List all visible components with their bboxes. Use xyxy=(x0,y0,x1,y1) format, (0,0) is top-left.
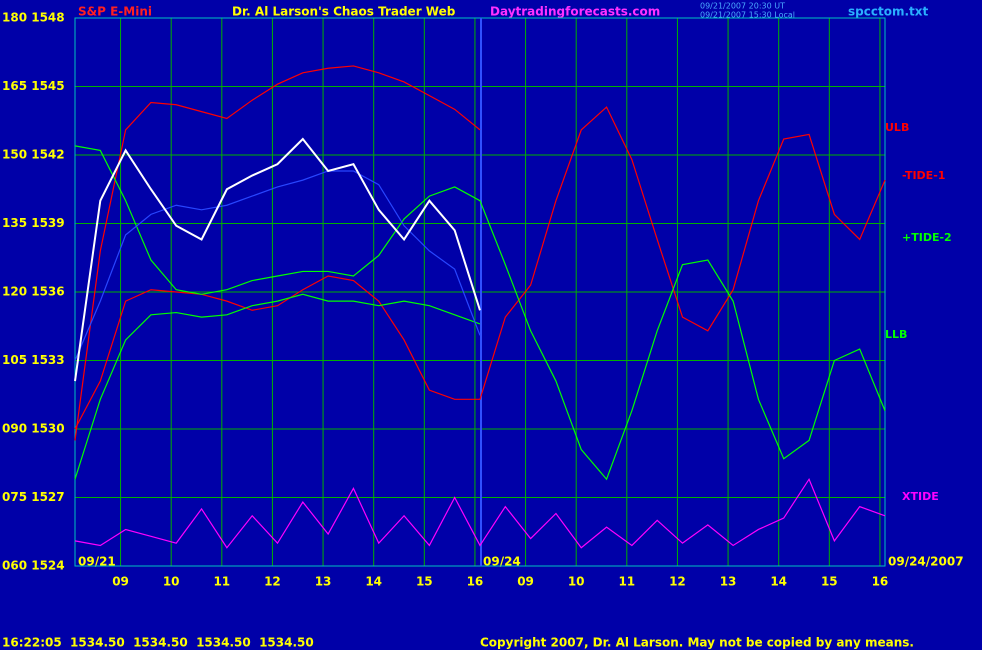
y-tick-label: 165 1545 xyxy=(2,79,65,93)
y-tick-label: 090 1530 xyxy=(2,422,65,436)
series-line xyxy=(74,170,481,361)
x-tick-label: 09 xyxy=(517,575,534,589)
x-tick-label: 10 xyxy=(568,575,585,589)
file-name: spcctom.txt xyxy=(848,5,928,19)
y-tick-label: 120 1536 xyxy=(2,285,65,299)
series-line xyxy=(74,65,481,441)
y-tick-label: 105 1533 xyxy=(2,353,65,367)
legend-label: +TIDE-2 xyxy=(902,231,952,244)
x-tick-label: 09 xyxy=(112,575,129,589)
x-tick-label: 10 xyxy=(163,575,180,589)
chart-subtitle: S&P E-Mini xyxy=(78,5,152,19)
x-tick-label: 16 xyxy=(872,575,889,589)
date-label: 09/24 xyxy=(483,555,521,569)
status: 16:22:05 1534.50 1534.50 1534.50 1534.50 xyxy=(2,636,314,650)
date-label: 09/24/2007 xyxy=(888,555,964,569)
legend-label: LLB xyxy=(885,328,907,341)
legend-label: -TIDE-1 xyxy=(902,169,945,182)
y-tick-label: 180 1548 xyxy=(2,11,65,25)
x-tick-label: 15 xyxy=(416,575,433,589)
x-tick-label: 13 xyxy=(720,575,737,589)
legend-label: XTIDE xyxy=(902,490,939,503)
x-tick-label: 15 xyxy=(821,575,838,589)
timestamp: 09/21/2007 20:30 UT xyxy=(700,2,785,11)
series-line xyxy=(74,477,886,549)
source: Daytradingforecasts.com xyxy=(490,5,660,19)
x-tick-label: 16 xyxy=(467,575,484,589)
x-tick-label: 14 xyxy=(365,575,382,589)
copyright: Copyright 2007, Dr. Al Larson. May not b… xyxy=(480,636,914,650)
x-tick-label: 12 xyxy=(669,575,686,589)
x-tick-label: 11 xyxy=(213,575,230,589)
legend-label: ULB xyxy=(885,121,909,134)
series-line xyxy=(74,106,886,430)
y-tick-label: 075 1527 xyxy=(2,490,65,504)
x-tick-label: 14 xyxy=(770,575,787,589)
y-tick-label: 135 1539 xyxy=(2,216,65,230)
y-tick-label: 060 1524 xyxy=(2,559,65,573)
x-tick-label: 11 xyxy=(618,575,635,589)
y-tick-label: 150 1542 xyxy=(2,148,65,162)
series-line xyxy=(74,145,886,481)
x-tick-label: 12 xyxy=(264,575,281,589)
date-label: 09/21 xyxy=(78,555,116,569)
timestamp: 09/21/2007 15:30 Local xyxy=(700,11,795,20)
x-tick-label: 13 xyxy=(315,575,332,589)
chart-title: Dr. Al Larson's Chaos Trader Web xyxy=(232,5,456,19)
series-line xyxy=(74,137,481,382)
series-line xyxy=(74,293,481,480)
